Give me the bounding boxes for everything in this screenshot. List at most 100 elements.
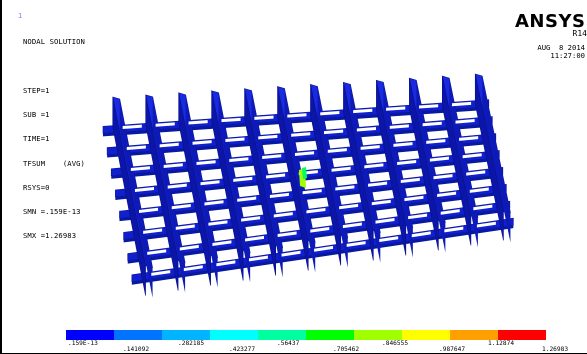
legend-label: .705462: [333, 346, 360, 353]
legend-label: .159E-13: [68, 340, 98, 347]
stiffener-highlight: [291, 132, 311, 137]
stiffener-highlight: [433, 174, 453, 180]
timestamp: AUG 8 2014 11:27:00: [537, 44, 585, 60]
legend-label: .141092: [123, 346, 150, 353]
stiffener-highlight: [147, 249, 167, 255]
transverse-web: [112, 96, 146, 296]
stiffener-highlight: [462, 153, 482, 159]
info-line: TIME=1: [23, 134, 50, 144]
stiffener-highlight: [314, 245, 334, 252]
legend-label: 1.26983: [542, 346, 569, 353]
solution-info: NODAL SOLUTION STEP=1 SUB =1 TIME=1 TFSU…: [23, 22, 85, 257]
stiffener-highlight: [342, 222, 362, 229]
legend-band: [450, 330, 498, 340]
stiffener-highlight: [134, 186, 155, 192]
stiffener-highlight: [266, 173, 286, 179]
stiffener-highlight: [353, 108, 373, 114]
legend-label: .846555: [382, 340, 409, 347]
stiffener-highlight: [167, 183, 187, 189]
stiffener-highlight: [411, 231, 431, 238]
info-line: RSYS=0: [23, 182, 50, 192]
stiffener-highlight: [216, 260, 236, 267]
stiffener-highlight: [400, 177, 420, 184]
stiffener-highlight: [139, 207, 159, 213]
stiffener-highlight: [204, 200, 224, 206]
stiffener-highlight: [245, 235, 265, 242]
legend-band: [258, 330, 306, 340]
transverse-web-face: [449, 78, 478, 248]
date-label: AUG 8 2014: [537, 43, 585, 52]
stiffener-highlight: [469, 187, 489, 193]
transverse-web-face: [482, 76, 511, 243]
longitudinal-stiffener-side: [102, 106, 489, 137]
stiffener-highlight: [306, 208, 326, 214]
info-line: SMX =1.26983: [23, 231, 77, 241]
stiffener-highlight: [371, 199, 391, 206]
stiffener-highlight: [422, 121, 442, 127]
stiffener-highlight: [163, 163, 183, 168]
stiffener-highlight: [254, 115, 274, 120]
longitudinal-stiffener-side: [115, 157, 500, 200]
stiffener-highlight: [188, 120, 208, 125]
stiffener-highlight: [262, 154, 282, 159]
transverse-web: [409, 78, 439, 251]
transverse-web: [441, 76, 472, 246]
info-line: SUB =1: [23, 110, 50, 120]
stiffener-highlight: [192, 140, 212, 145]
transverse-web: [376, 80, 407, 256]
stiffener-highlight: [179, 244, 199, 251]
window-number-marker: 1: [18, 12, 23, 20]
stiffener-highlight: [225, 137, 245, 143]
stiffener-highlight: [375, 218, 395, 224]
stiffener-highlight: [476, 221, 496, 228]
legend-label: .423277: [229, 346, 256, 353]
stiffener-highlight: [130, 166, 150, 171]
legend-label: .987647: [439, 346, 466, 353]
longitudinal-stiffener-side: [111, 140, 496, 179]
stiffener-highlight: [233, 176, 253, 182]
longitudinal-stiffener-side: [119, 174, 503, 222]
stiffener-highlight: [241, 216, 261, 222]
stiffener-highlight: [310, 226, 330, 233]
stiffener-highlight: [287, 113, 307, 118]
longitudinal-stiffener-side: [123, 191, 507, 243]
stiffener-highlight: [212, 240, 232, 246]
info-line: NODAL SOLUTION: [23, 37, 85, 47]
stiffener-highlight: [393, 142, 413, 147]
stiffener-highlight: [281, 250, 301, 257]
stiffener-highlight: [346, 241, 366, 247]
info-line: TFSUM (AVG): [23, 158, 85, 168]
stiffener-highlight: [397, 160, 417, 165]
stiffener-highlight: [324, 129, 344, 135]
stiffener-highlight: [364, 163, 384, 169]
legend-band: [162, 330, 210, 340]
stiffener-highlight: [171, 204, 191, 210]
legend-label: .56437: [277, 340, 300, 347]
info-line: STEP=1: [23, 85, 50, 95]
stiffener-highlight: [440, 209, 460, 215]
stiffener-highlight: [335, 185, 355, 191]
stiffener-highlight: [327, 148, 347, 153]
stiffener-highlight: [258, 134, 278, 140]
longitudinal-stiffener-side: [131, 225, 514, 285]
stiffener-highlight: [143, 228, 163, 234]
hotspot: [299, 167, 307, 188]
stiffener-grid: [102, 73, 514, 298]
stiffener-highlight: [277, 231, 297, 238]
finite-element-model: [102, 73, 514, 298]
stiffener-highlight: [419, 104, 439, 109]
time-label: 11:27:00: [550, 51, 585, 60]
legend-band: [66, 330, 114, 340]
stiffener-highlight: [151, 270, 171, 276]
stiffener-highlight: [356, 126, 377, 132]
legend-band: [210, 330, 258, 340]
stiffener-highlight: [368, 181, 388, 187]
stiffener-highlight: [196, 160, 216, 165]
stiffener-highlight: [451, 101, 472, 107]
stiffener-highlight: [159, 142, 179, 148]
stiffener-highlight: [320, 111, 340, 116]
legend-band: [402, 330, 450, 340]
stiffener-highlight: [379, 236, 399, 243]
stiffener-highlight: [269, 192, 289, 198]
